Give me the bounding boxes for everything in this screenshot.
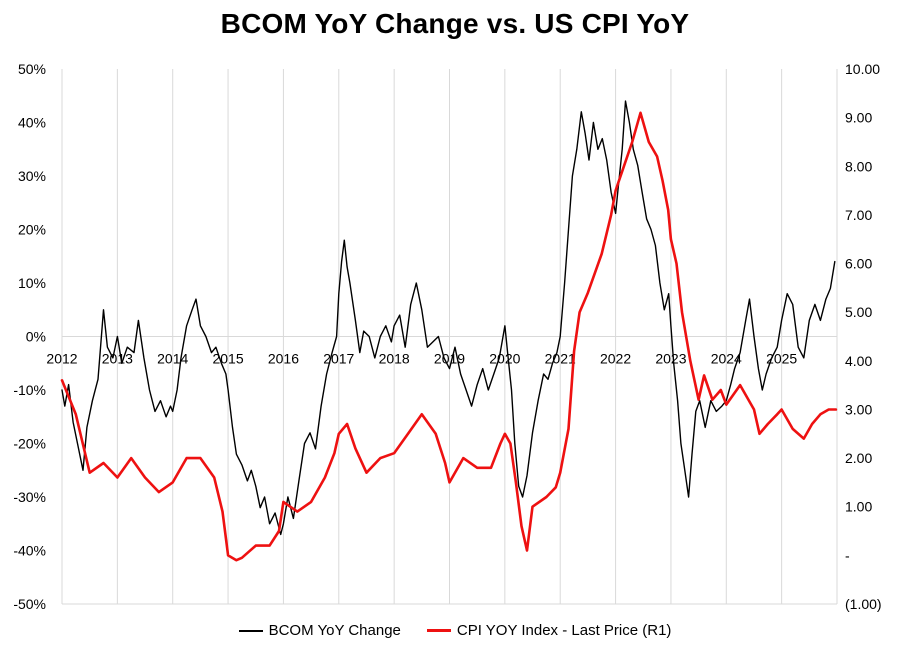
y-left-tick-label: -50% <box>13 596 46 612</box>
y-right-tick-label: 3.00 <box>845 401 872 417</box>
y-left-tick-label: -20% <box>13 436 46 452</box>
y-right-tick-label: 4.00 <box>845 353 872 369</box>
legend: BCOM YoY Change CPI YOY Index - Last Pri… <box>0 622 910 639</box>
y-left-tick-label: 20% <box>18 222 46 238</box>
legend-item-cpi: CPI YOY Index - Last Price (R1) <box>426 622 672 639</box>
series-layer <box>60 100 838 562</box>
right-axis: 10.00 9.00 8.00 7.00 6.00 5.00 4.00 3.00 2.00 1.0… <box>845 61 882 612</box>
y-left-tick-label: -40% <box>13 543 46 559</box>
x-axis: 2012 2013 2014 2015 2016 2017 2018 2019 2020 2021… <box>46 351 797 367</box>
x-tick-label: 2015 <box>212 351 243 367</box>
x-tick-label: 2018 <box>379 351 410 367</box>
y-right-tick-label: - <box>845 547 850 563</box>
x-tick-label: 2020 <box>489 351 520 367</box>
x-tick-label: 2022 <box>600 351 631 367</box>
x-tick-label: 2012 <box>46 351 77 367</box>
x-tick-label: 2017 <box>323 351 354 367</box>
x-tick-label: 2016 <box>268 351 299 367</box>
legend-swatch-bcom <box>238 629 263 632</box>
y-right-tick-label: 9.00 <box>845 110 872 126</box>
y-left-tick-label: 40% <box>18 115 46 131</box>
legend-item-bcom: BCOM YoY Change <box>238 622 401 639</box>
y-left-tick-label: 50% <box>18 61 46 77</box>
legend-label-bcom: BCOM YoY Change <box>268 622 401 639</box>
series-line-bcom <box>61 100 836 536</box>
x-tick-label: 2023 <box>655 351 686 367</box>
x-tick-label: 2019 <box>434 351 465 367</box>
chart-title: BCOM YoY Change vs. US CPI YoY <box>220 8 690 39</box>
y-right-tick-label: 6.00 <box>845 256 872 272</box>
x-tick-label: 2013 <box>102 351 133 367</box>
y-left-tick-label: 0% <box>26 329 46 345</box>
y-right-tick-label: (1.00) <box>845 596 882 612</box>
series-line-cpi <box>60 111 838 562</box>
y-left-tick-label: 10% <box>18 275 46 291</box>
y-left-tick-label: 30% <box>18 168 46 184</box>
plot-frame <box>61 69 837 605</box>
y-right-tick-label: 10.00 <box>845 61 880 77</box>
left-axis: 50% 40% 30% 20% 10% 0% -10% -20% -30% -40% -50% <box>13 61 46 612</box>
y-right-tick-label: 1.00 <box>845 499 872 515</box>
x-tick-label: 2024 <box>711 351 742 367</box>
y-right-tick-label: 7.00 <box>845 207 872 223</box>
y-left-tick-label: -10% <box>13 382 46 398</box>
y-left-tick-label: -30% <box>13 489 46 505</box>
legend-label-cpi: CPI YOY Index - Last Price (R1) <box>456 622 672 639</box>
y-right-tick-label: 2.00 <box>845 450 872 466</box>
y-right-tick-label: 5.00 <box>845 304 872 320</box>
x-tick-label: 2021 <box>545 351 576 367</box>
legend-swatch-cpi <box>426 629 451 632</box>
x-tick-label: 2014 <box>157 351 188 367</box>
y-right-tick-label: 8.00 <box>845 158 872 174</box>
